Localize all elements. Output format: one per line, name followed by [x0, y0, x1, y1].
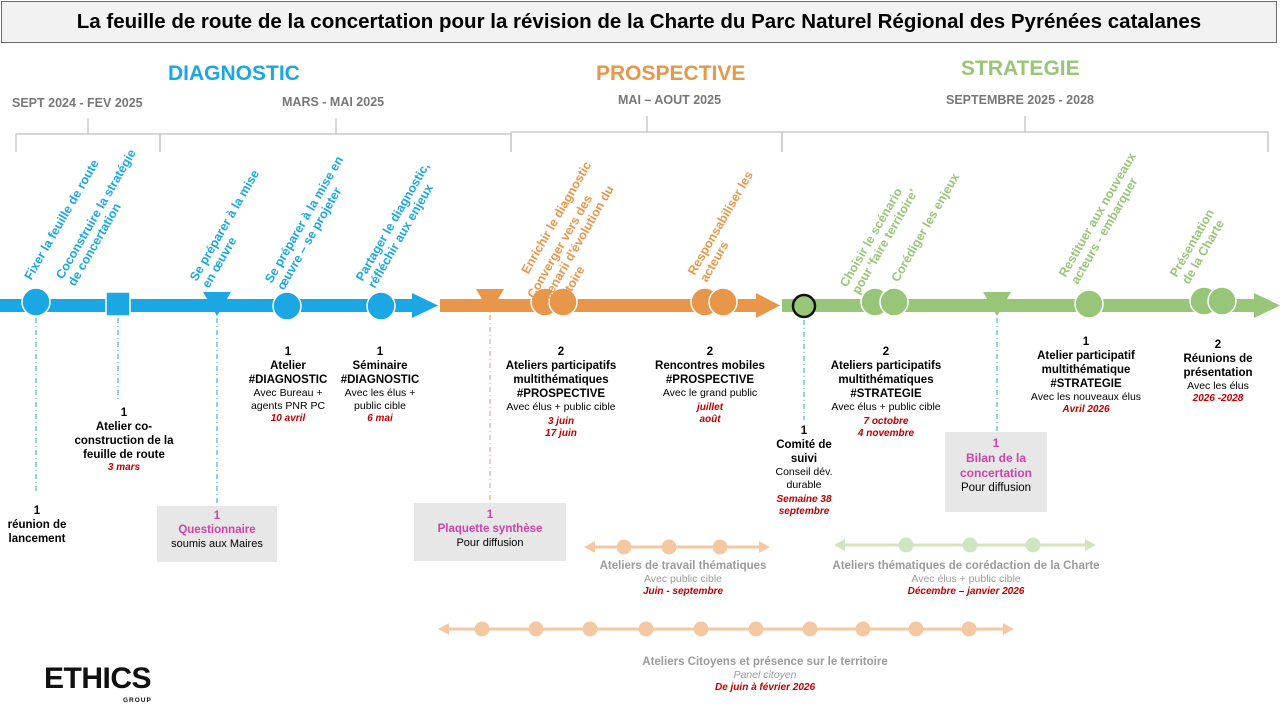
period-prospective: MAI – AOUT 2025 — [618, 93, 722, 107]
track-coredaction — [834, 537, 1096, 553]
event-comite-suivi: 1 Comité de suivi Conseil dév. durable Sem… — [775, 425, 833, 517]
event-atelier-coconstruction: 1 Atelier co-construction de la feuille d… — [74, 407, 174, 474]
marker-plaquette — [476, 289, 504, 313]
marker-prospective-2b — [708, 287, 738, 317]
marker-comite-suivi — [791, 293, 817, 319]
box-plaquette: 1 Plaquette synthèse Pour diffusion — [414, 503, 566, 561]
arrow-diagnostic — [0, 299, 414, 312]
arrow-prospective-head — [756, 293, 780, 318]
event-ateliers-strategie: 2 Ateliers participatifs multithématiques… — [830, 346, 942, 440]
marker-atelier-diagnostic — [272, 291, 302, 321]
marker-coconstruction — [105, 291, 131, 317]
period-diagnostic-1: SEPT 2024 - FEV 2025 — [12, 96, 143, 110]
period-diagnostic-2: MARS - MAI 2025 — [282, 95, 385, 109]
marker-seminaire — [366, 291, 396, 321]
period-strategie: SEPTEMBRE 2025 - 2028 — [946, 93, 1094, 107]
event-atelier-strategie-nouveaux: 1 Atelier participatif multithématique #ST… — [1030, 336, 1142, 415]
page-title: La feuille de route de la concertation p… — [76, 10, 1202, 33]
arrow-strategie — [782, 299, 1256, 312]
ethics-logo-sub: GROUP — [123, 697, 152, 704]
box-questionnaire: 1 Questionnaire soumis aux Maires — [157, 506, 277, 562]
track-travail-thematique — [584, 539, 770, 555]
timeline-markers — [21, 286, 1237, 321]
brace-diagnostic-1 — [15, 118, 161, 152]
event-rencontres-mobiles: 2 Rencontres mobiles #PROSPECTIVE Avec le… — [655, 346, 765, 426]
event-atelier-diagnostic: 1 Atelier #DIAGNOSTIC Avec Bureau + agents… — [248, 346, 328, 424]
track-citoyens-label: Ateliers Citoyens et présence sur le ter… — [642, 656, 888, 693]
brace-strategie — [781, 116, 1269, 152]
track-travail-thematique-label: Ateliers de travail thématiques Avec pub… — [599, 560, 767, 597]
marker-prospective-1b — [548, 287, 578, 317]
connectors — [35, 315, 998, 503]
marker-strategie-2 — [1074, 289, 1104, 319]
track-citoyens — [438, 621, 1014, 637]
marker-questionnaire — [203, 292, 231, 316]
brace-diagnostic-2 — [159, 118, 512, 152]
title-bar: La feuille de route de la concertation p… — [1, 1, 1277, 43]
brace-prospective — [510, 116, 783, 152]
marker-lancement — [21, 287, 51, 317]
event-reunions-presentation: 2 Réunions de présentation Avec les élus … — [1183, 339, 1253, 404]
track-coredaction-label: Ateliers thématiques de corédaction de l… — [832, 560, 1100, 597]
marker-strategie-1b — [879, 287, 909, 317]
phase-diagnostic-label: DIAGNOSTIC — [168, 62, 300, 85]
arrow-diagnostic-head — [412, 293, 438, 318]
marker-presentation-b — [1207, 286, 1237, 316]
box-bilan: 1 Bilan de la concertation Pour diffusio… — [945, 432, 1047, 512]
phase-prospective-label: PROSPECTIVE — [596, 62, 746, 85]
event-seminaire-diagnostic: 1 Séminaire #DIAGNOSTIC Avec les élus + pu… — [340, 346, 420, 424]
event-lancement: 1 réunion de lancement — [7, 505, 67, 546]
event-ateliers-prospective: 2 Ateliers participatifs multithématiques… — [505, 346, 617, 440]
arrow-strategie-head — [1254, 293, 1280, 318]
ethics-logo: ETHICS — [44, 662, 152, 695]
marker-bilan — [983, 292, 1011, 316]
arrow-prospective — [440, 299, 760, 312]
phase-strategie-label: STRATEGIE — [961, 57, 1080, 80]
period-braces — [15, 116, 1269, 152]
